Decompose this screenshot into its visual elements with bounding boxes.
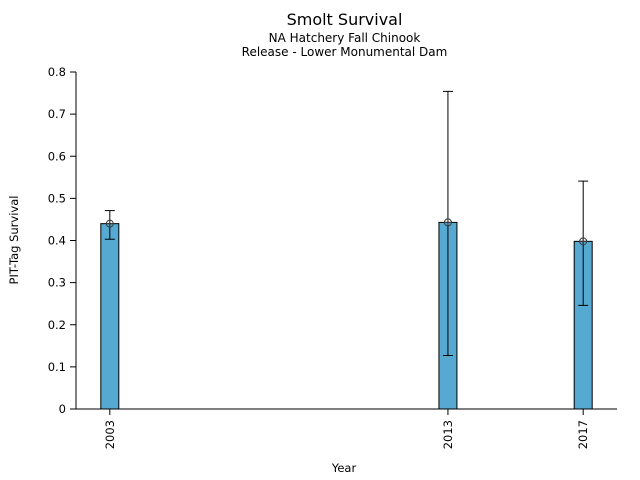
- y-tick-label: 0.1: [48, 360, 66, 374]
- chart-title: Smolt Survival: [286, 10, 403, 29]
- y-tick-label: 0.7: [48, 107, 66, 121]
- x-axis-label: Year: [331, 461, 357, 475]
- y-tick-label: 0.3: [48, 276, 66, 290]
- survival-bar: [100, 223, 120, 410]
- x-tick-label: 2003: [103, 420, 117, 449]
- x-tick-label: 2013: [441, 420, 455, 449]
- y-tick-label: 0.4: [48, 234, 66, 248]
- chart-subtitle-stock: NA Hatchery Fall Chinook: [268, 31, 421, 45]
- x-tick-label: 2017: [576, 420, 590, 449]
- y-tick-label: 0.5: [48, 191, 66, 205]
- y-tick-label: 0.6: [48, 149, 66, 163]
- y-tick-label: 0.2: [48, 318, 66, 332]
- y-tick-label: 0.8: [48, 65, 66, 79]
- chart-subtitle-release: Release - Lower Monumental Dam: [241, 45, 448, 59]
- y-tick-label: 0: [59, 402, 66, 416]
